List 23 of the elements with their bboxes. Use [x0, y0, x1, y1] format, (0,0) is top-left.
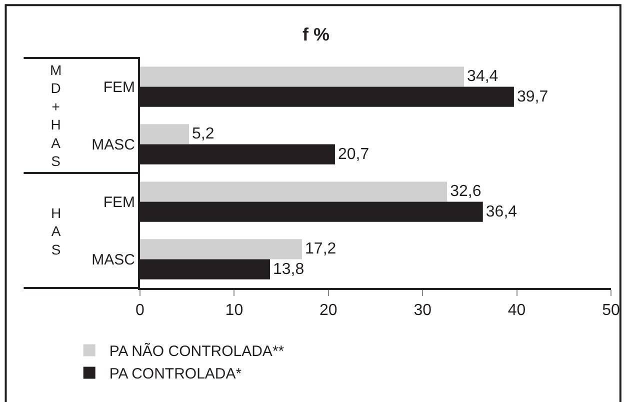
data-label: 5,2 — [192, 126, 214, 143]
chart-title: f % — [302, 24, 330, 45]
x-tick-label: 10 — [225, 302, 244, 320]
text: HAS — [51, 205, 62, 258]
text: MD+HAS — [50, 62, 62, 169]
x-tick-label: 50 — [602, 302, 620, 320]
data-label: 13,8 — [273, 260, 304, 278]
data-label: 36,4 — [486, 203, 518, 220]
legend-label: PA CONTROLADA* — [109, 366, 242, 383]
y-tick-label: FEM — [103, 79, 135, 96]
data-label: 34,4 — [467, 68, 498, 86]
legend-label: PA NÃO CONTROLADA** — [109, 342, 284, 360]
x-tick-label: 30 — [414, 302, 432, 320]
y-tick-label: FEM — [103, 194, 135, 211]
y-tick-label: MASC — [92, 252, 136, 268]
data-label: 20,7 — [338, 146, 370, 163]
x-tick-label: 40 — [508, 302, 526, 320]
data-label: 17,2 — [305, 240, 336, 258]
x-tick-label: 20 — [320, 302, 338, 320]
y-tick-label: MASC — [92, 136, 136, 154]
x-tick-label: 0 — [136, 302, 145, 320]
data-label: 32,6 — [450, 183, 482, 200]
data-label: 39,7 — [516, 88, 548, 106]
